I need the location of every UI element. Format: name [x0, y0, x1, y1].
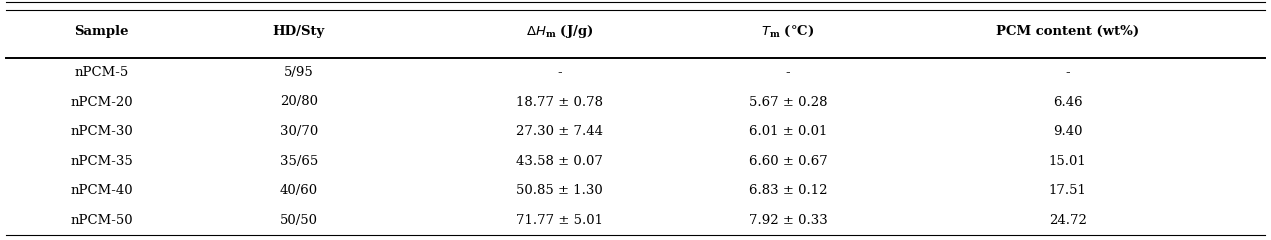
Text: nPCM-50: nPCM-50 — [70, 214, 133, 227]
Text: 18.77 ± 0.78: 18.77 ± 0.78 — [516, 96, 602, 108]
Text: nPCM-35: nPCM-35 — [70, 155, 133, 168]
Text: nPCM-30: nPCM-30 — [70, 125, 133, 138]
Text: HD/Sty: HD/Sty — [272, 25, 325, 38]
Text: 30/70: 30/70 — [280, 125, 318, 138]
Text: $\mathit{\Delta}H_\mathregular{m}$ (J/g): $\mathit{\Delta}H_\mathregular{m}$ (J/g) — [525, 23, 594, 40]
Text: $\mathit{T}_\mathregular{m}$ (°C): $\mathit{T}_\mathregular{m}$ (°C) — [761, 24, 815, 39]
Text: 6.83 ± 0.12: 6.83 ± 0.12 — [749, 184, 827, 197]
Text: -: - — [557, 66, 562, 79]
Text: 50.85 ± 1.30: 50.85 ± 1.30 — [516, 184, 602, 197]
Text: -: - — [785, 66, 791, 79]
Text: 20/80: 20/80 — [280, 96, 318, 108]
Text: 9.40: 9.40 — [1052, 125, 1083, 138]
Text: 6.60 ± 0.67: 6.60 ± 0.67 — [749, 155, 827, 168]
Text: 40/60: 40/60 — [280, 184, 318, 197]
Text: nPCM-40: nPCM-40 — [70, 184, 133, 197]
Text: -: - — [1065, 66, 1070, 79]
Text: 24.72: 24.72 — [1049, 214, 1087, 227]
Text: 27.30 ± 7.44: 27.30 ± 7.44 — [516, 125, 602, 138]
Text: 6.46: 6.46 — [1052, 96, 1083, 108]
Text: nPCM-5: nPCM-5 — [75, 66, 128, 79]
Text: 5.67 ± 0.28: 5.67 ± 0.28 — [749, 96, 827, 108]
Text: 50/50: 50/50 — [280, 214, 318, 227]
Text: 43.58 ± 0.07: 43.58 ± 0.07 — [516, 155, 602, 168]
Text: 7.92 ± 0.33: 7.92 ± 0.33 — [749, 214, 827, 227]
Text: 5/95: 5/95 — [283, 66, 314, 79]
Text: 17.51: 17.51 — [1049, 184, 1087, 197]
Text: Sample: Sample — [75, 25, 128, 38]
Text: PCM content (wt%): PCM content (wt%) — [996, 25, 1139, 38]
Text: nPCM-20: nPCM-20 — [70, 96, 133, 108]
Text: 35/65: 35/65 — [280, 155, 318, 168]
Text: 15.01: 15.01 — [1049, 155, 1087, 168]
Text: 71.77 ± 5.01: 71.77 ± 5.01 — [516, 214, 602, 227]
Text: 6.01 ± 0.01: 6.01 ± 0.01 — [749, 125, 827, 138]
